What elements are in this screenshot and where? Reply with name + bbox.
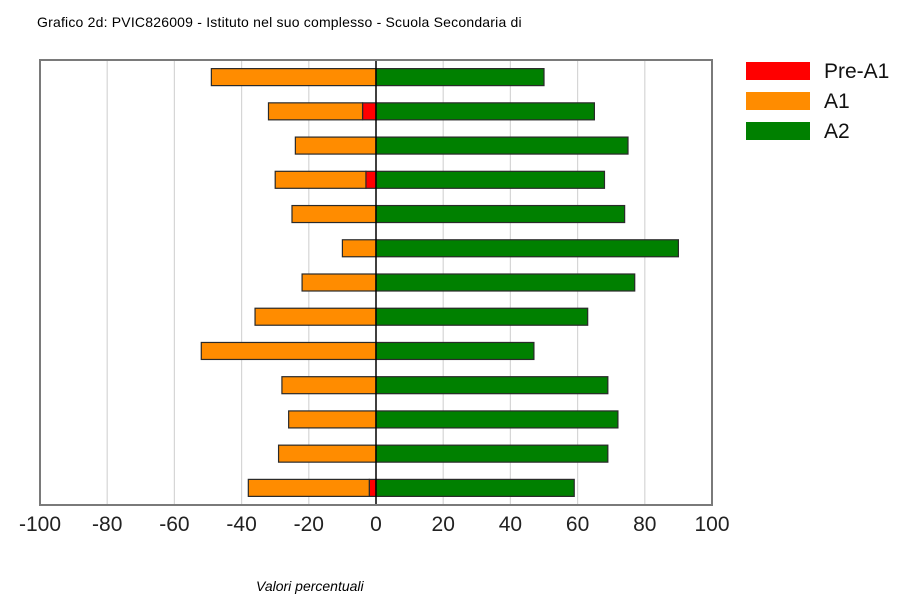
legend-label-a2: A2 <box>824 120 850 143</box>
x-axis-label: Valori percentuali <box>256 578 364 594</box>
legend: Pre-A1 A1 A2 <box>746 60 889 143</box>
bar-a1 <box>281 376 377 395</box>
bar-a1 <box>277 444 377 463</box>
x-tick-label: 100 <box>694 513 729 536</box>
bar-a1 <box>254 307 377 326</box>
bar-a2 <box>375 136 629 155</box>
bar-a1 <box>301 273 377 292</box>
bar-a1 <box>341 239 377 258</box>
bar-a1 <box>267 102 364 121</box>
bar-a1 <box>200 341 377 361</box>
bar-pre-a1 <box>368 478 377 497</box>
plot-frame <box>39 59 713 506</box>
bar-a2 <box>375 341 535 361</box>
bar-a1 <box>291 204 377 224</box>
bar-pre-a1 <box>361 102 377 121</box>
bar-a2 <box>375 478 575 497</box>
bar-pre-a1 <box>365 170 377 189</box>
x-tick-label: 40 <box>499 513 522 536</box>
bar-a2 <box>375 444 609 463</box>
bar-a2 <box>375 273 636 292</box>
bar-a2 <box>375 307 589 326</box>
legend-swatch-pre-a1 <box>746 62 810 80</box>
x-tick-label: 60 <box>566 513 589 536</box>
bar-a1 <box>294 136 377 155</box>
bar-a2 <box>375 239 679 258</box>
x-tick-label: 80 <box>633 513 656 536</box>
legend-label-a1: A1 <box>824 90 850 113</box>
legend-swatch-a2 <box>746 122 810 140</box>
bar-a1 <box>274 170 367 189</box>
bar-a2 <box>375 410 619 429</box>
x-tick-label: -20 <box>294 513 324 536</box>
bar-a2 <box>375 204 626 224</box>
bar-a1 <box>247 478 370 497</box>
x-tick-labels: -100 -80 -60 -40 -20 0 20 40 60 80 100 <box>19 513 730 536</box>
bar-a2 <box>375 102 595 121</box>
x-tick-label: 20 <box>432 513 455 536</box>
bar-a1 <box>288 410 377 429</box>
chart-title: Grafico 2d: PVIC826009 - Istituto nel su… <box>37 14 522 30</box>
x-tick-label: 0 <box>370 513 382 536</box>
x-tick-label: -100 <box>19 513 61 536</box>
bar-a1 <box>210 68 377 87</box>
x-tick-label: -60 <box>159 513 189 536</box>
bar-a2 <box>375 68 545 87</box>
x-tick-label: -40 <box>226 513 256 536</box>
bar-a2 <box>375 376 609 395</box>
legend-swatch-a1 <box>746 92 810 110</box>
x-tick-label: -80 <box>92 513 122 536</box>
bar-a2 <box>375 170 606 189</box>
bars <box>200 68 679 497</box>
legend-label-pre-a1: Pre-A1 <box>824 60 889 83</box>
